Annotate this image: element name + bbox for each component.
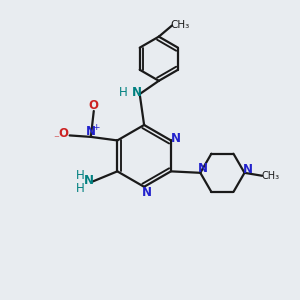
Text: N: N <box>132 86 142 99</box>
Text: N: N <box>242 163 252 176</box>
Text: CH₃: CH₃ <box>171 20 190 30</box>
Text: +: + <box>92 123 100 132</box>
Text: O: O <box>58 128 68 140</box>
Text: N: N <box>84 174 94 187</box>
Text: N: N <box>171 132 181 145</box>
Text: H: H <box>76 169 84 182</box>
Text: N: N <box>142 186 152 199</box>
Text: ⁻: ⁻ <box>54 134 60 144</box>
Text: N: N <box>198 162 208 175</box>
Text: H: H <box>119 86 128 99</box>
Text: N: N <box>86 125 96 138</box>
Text: CH₃: CH₃ <box>261 171 280 181</box>
Text: O: O <box>89 99 99 112</box>
Text: H: H <box>76 182 84 195</box>
